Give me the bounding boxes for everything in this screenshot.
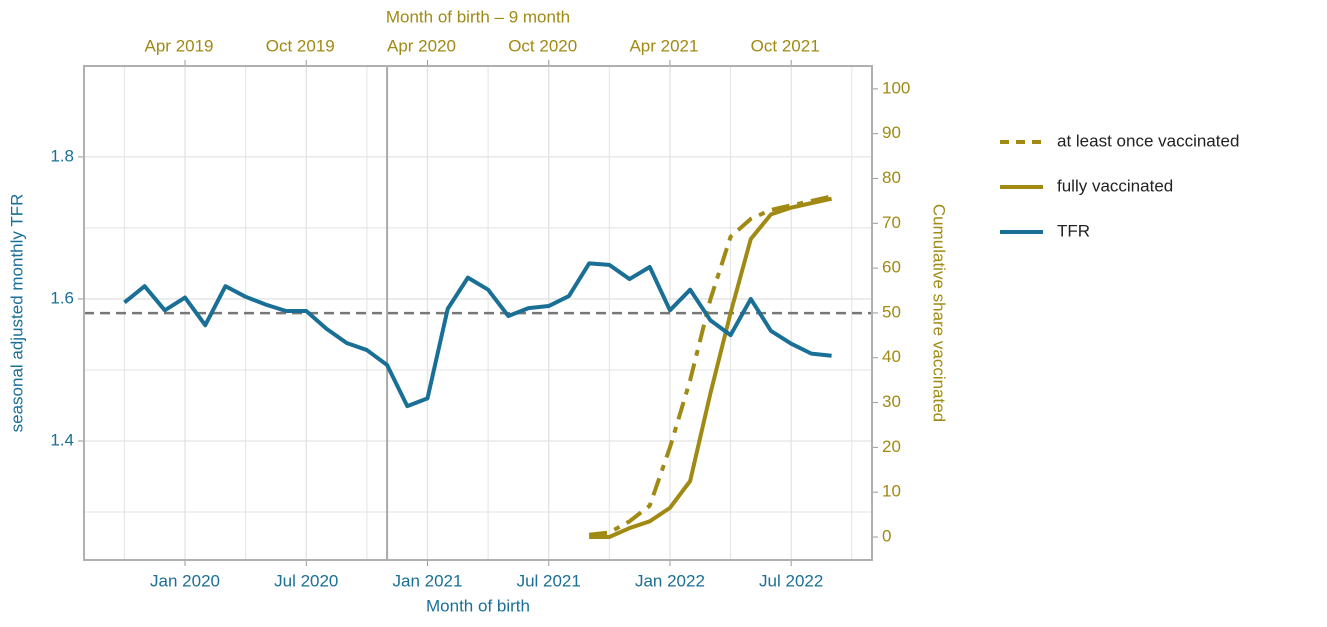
- x2-tick-label: Apr 2021: [629, 36, 698, 55]
- legend-label: TFR: [1057, 221, 1090, 240]
- y-axis-title: seasonal adjusted monthly TFR: [7, 194, 26, 433]
- x-tick-label: Jul 2021: [517, 571, 581, 590]
- y2-tick-label: 70: [882, 213, 901, 232]
- x-tick-label: Jan 2022: [635, 571, 705, 590]
- plot-border: [83, 65, 873, 561]
- x-axis-title: Month of birth: [426, 596, 530, 615]
- x2-tick-label: Oct 2019: [266, 36, 335, 55]
- y-tick-label: 1.4: [50, 430, 74, 449]
- x2-tick-label: Oct 2021: [751, 36, 820, 55]
- x-tick-label: Jan 2021: [393, 571, 463, 590]
- legend-label: fully vaccinated: [1057, 176, 1173, 195]
- y2-tick-label: 80: [882, 168, 901, 187]
- line-series: [123, 261, 832, 409]
- y2-tick-label: 40: [882, 347, 901, 366]
- x2-tick-label: Apr 2019: [145, 36, 214, 55]
- y-tick-label: 1.8: [50, 146, 74, 165]
- x2-tick-label: Apr 2020: [387, 36, 456, 55]
- legend-label: at least once vaccinated: [1057, 131, 1239, 150]
- line-series: [588, 194, 833, 537]
- x2-axis-title: Month of birth – 9 month: [386, 7, 570, 26]
- y2-tick-label: 90: [882, 123, 901, 142]
- y2-tick-label: 20: [882, 437, 901, 456]
- y2-tick-label: 0: [882, 526, 891, 545]
- y2-tick-label: 10: [882, 482, 901, 501]
- y2-axis-title: Cumulative share vaccinated: [930, 204, 949, 422]
- y-tick-label: 1.6: [50, 288, 74, 307]
- line-series: [589, 196, 833, 540]
- y2-tick-label: 100: [882, 78, 910, 97]
- x-tick-label: Jul 2022: [759, 571, 823, 590]
- x-tick-label: Jan 2020: [150, 571, 220, 590]
- x-tick-label: Jul 2020: [274, 571, 338, 590]
- y2-tick-label: 50: [882, 302, 901, 321]
- y2-tick-label: 60: [882, 258, 901, 277]
- y2-tick-label: 30: [882, 392, 901, 411]
- x2-tick-label: Oct 2020: [508, 36, 577, 55]
